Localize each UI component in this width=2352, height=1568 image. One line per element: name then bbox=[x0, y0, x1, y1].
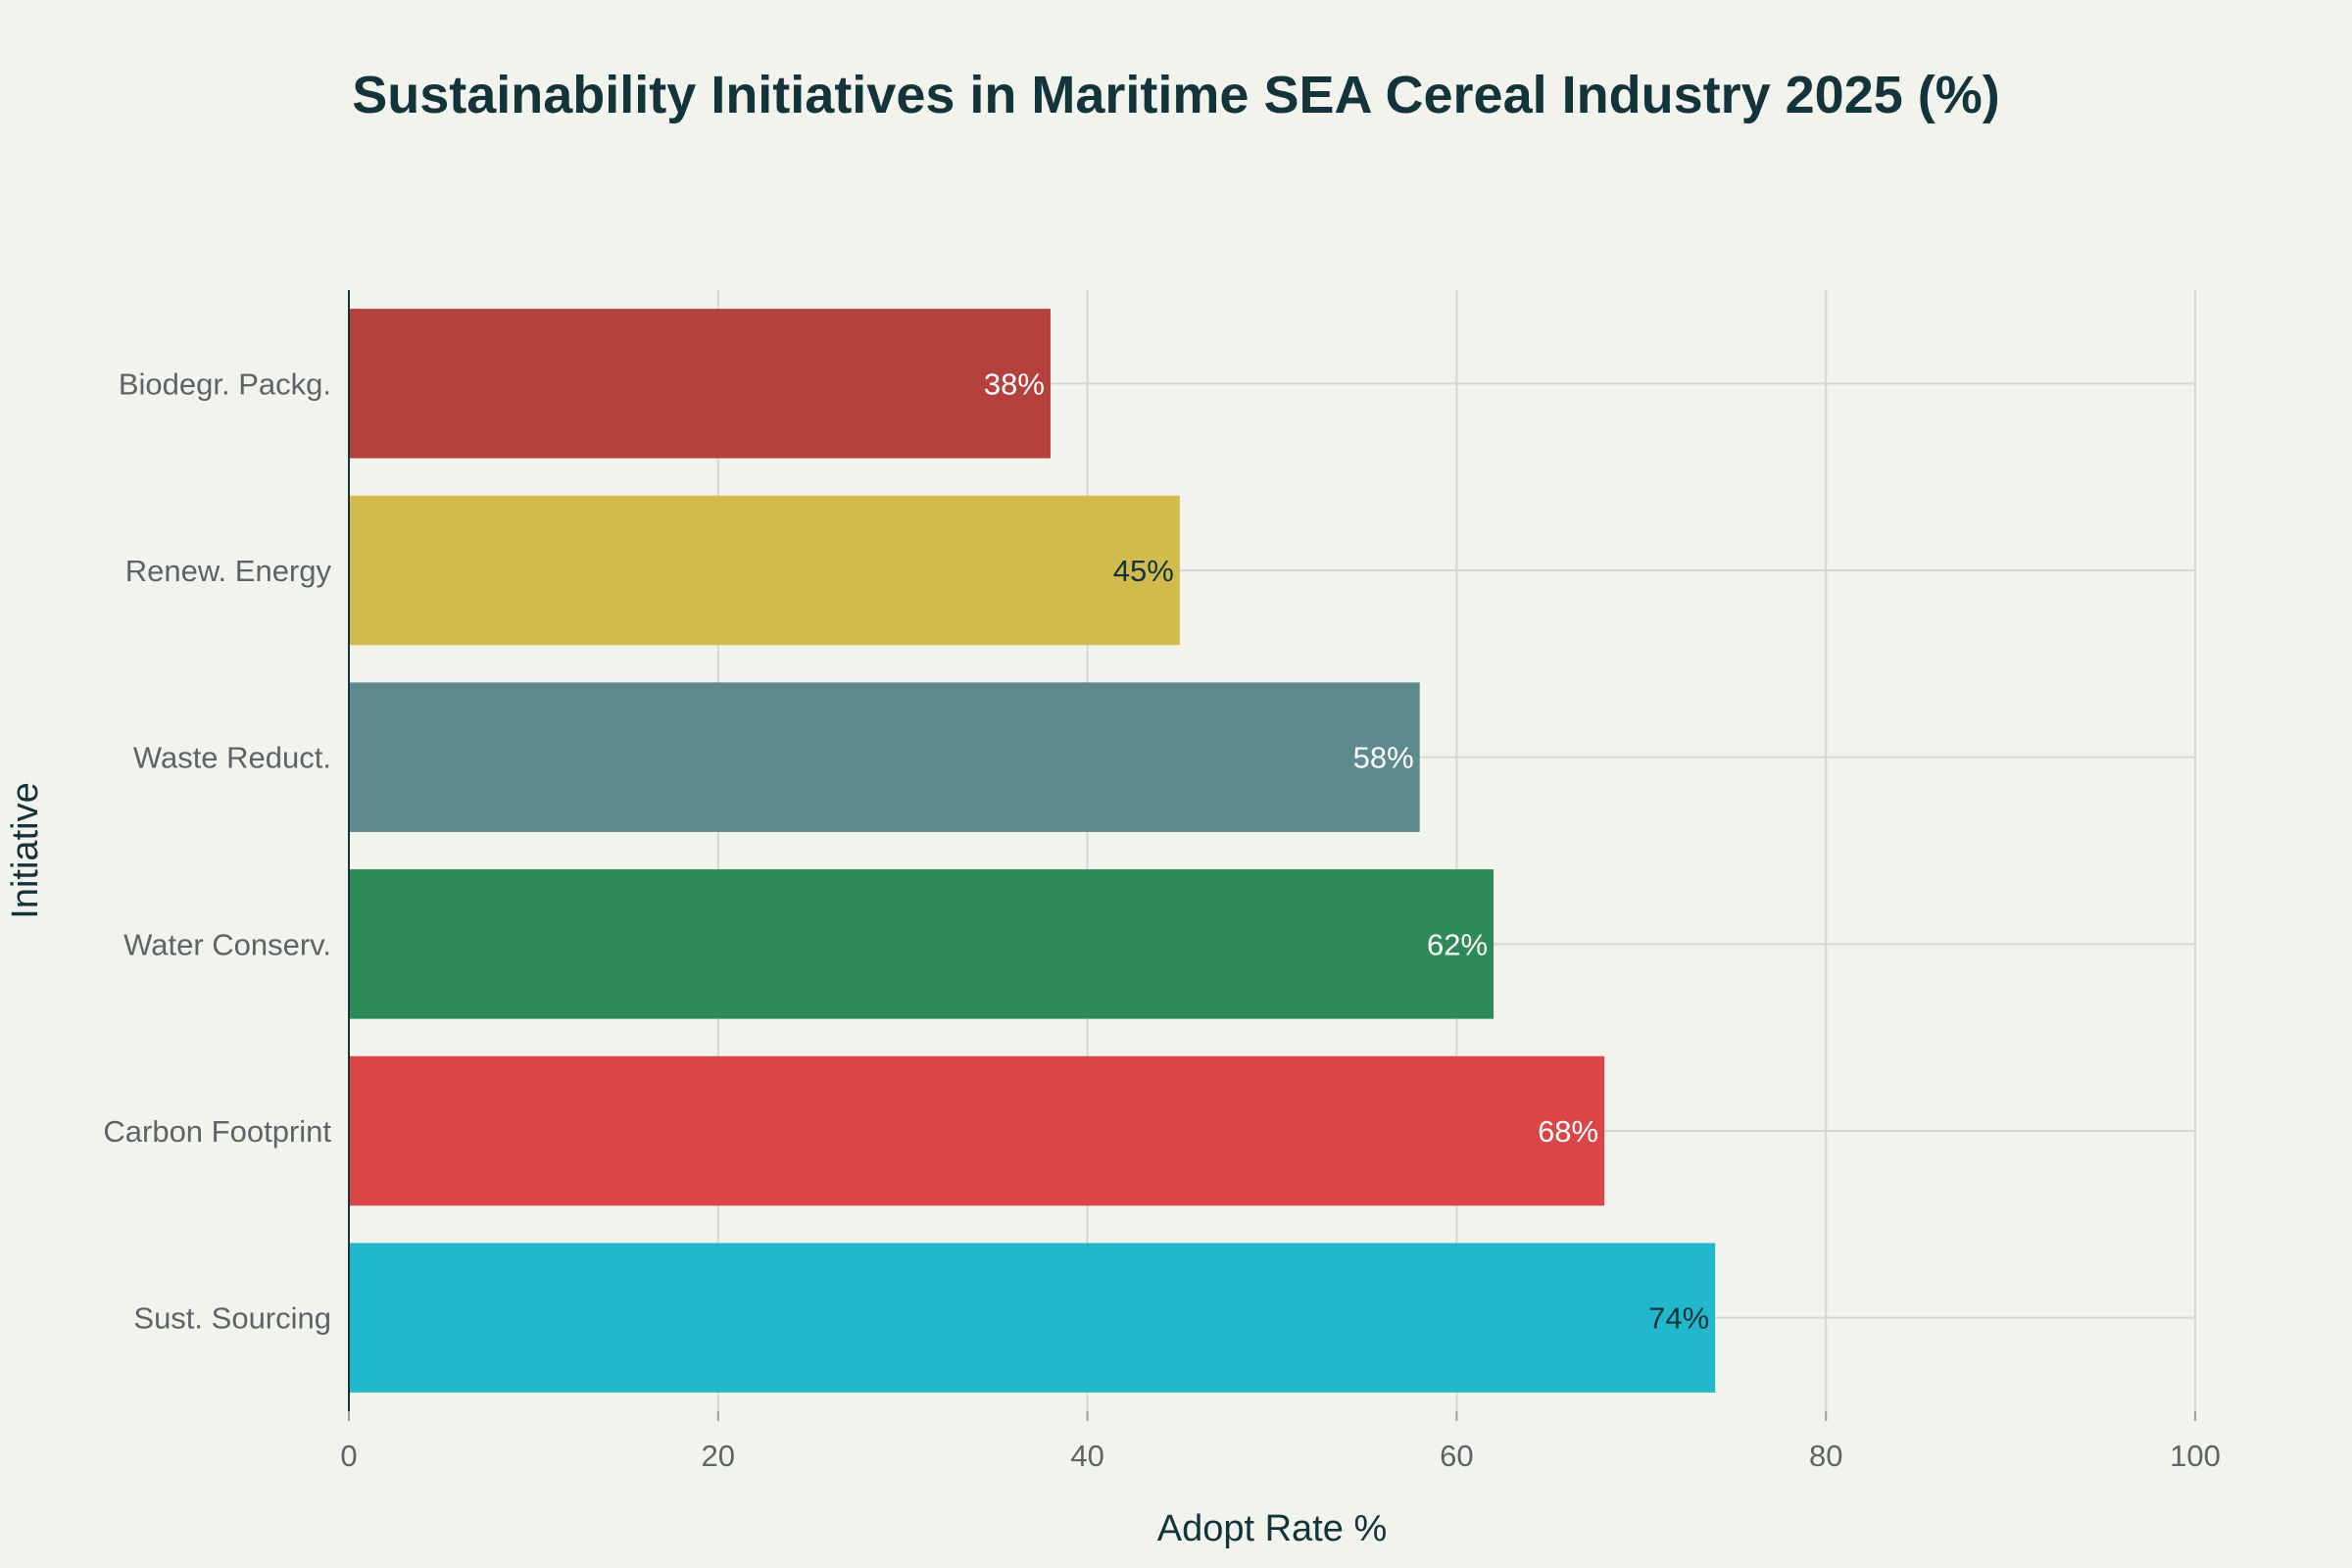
y-category-label: Renew. Energy bbox=[125, 554, 332, 588]
y-axis-title: Initiative bbox=[5, 782, 46, 918]
bars: 74% 68% 62% 58% 45% 38% bbox=[349, 309, 1716, 1393]
y-category-label: Carbon Footprint bbox=[103, 1114, 331, 1149]
bar bbox=[349, 682, 1420, 832]
data-label: 68% bbox=[1538, 1114, 1598, 1149]
data-label: 38% bbox=[984, 367, 1045, 401]
bar bbox=[349, 1243, 1716, 1393]
x-axis-ticks: 0 20 40 60 80 100 bbox=[340, 1411, 2221, 1473]
x-axis-title: Adopt Rate % bbox=[1157, 1508, 1387, 1549]
x-tick-label: 40 bbox=[1070, 1439, 1103, 1473]
x-tick-label: 60 bbox=[1440, 1439, 1473, 1473]
data-label: 58% bbox=[1353, 741, 1414, 775]
y-category-label: Sust. Sourcing bbox=[133, 1301, 331, 1336]
x-tick-label: 100 bbox=[2170, 1439, 2221, 1473]
x-tick-label: 0 bbox=[340, 1439, 357, 1473]
bar bbox=[349, 309, 1051, 459]
data-label: 62% bbox=[1427, 927, 1488, 961]
x-tick-label: 20 bbox=[702, 1439, 735, 1473]
y-category-label: Water Conserv. bbox=[123, 927, 331, 961]
data-label: 45% bbox=[1113, 554, 1174, 588]
y-axis-categories: Sust. Sourcing Carbon Footprint Water Cons… bbox=[103, 367, 331, 1335]
y-category-label: Waste Reduct. bbox=[133, 741, 331, 775]
x-tick-label: 80 bbox=[1809, 1439, 1842, 1473]
data-label: 74% bbox=[1648, 1301, 1709, 1336]
y-category-label: Biodegr. Packg. bbox=[119, 367, 331, 401]
bar bbox=[349, 495, 1180, 646]
bar bbox=[349, 869, 1494, 1019]
bar bbox=[349, 1055, 1605, 1206]
chart-title: Sustainability Initiatives in Maritime S… bbox=[352, 66, 2000, 124]
